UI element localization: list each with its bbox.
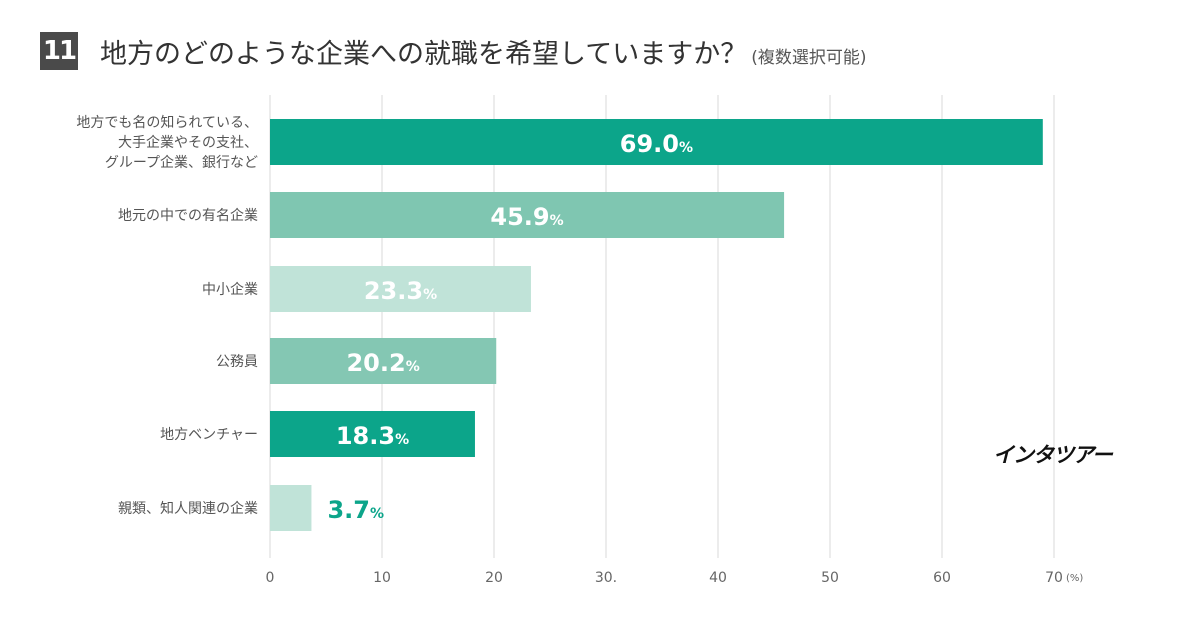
value-label: 23.3% (364, 277, 437, 305)
category-label: 公務員 (216, 354, 258, 370)
category-label: 親類、知人関連の企業 (118, 500, 258, 517)
category-label: 地元の中での有名企業 (118, 207, 258, 224)
question-number-badge: 11 (40, 32, 78, 70)
chart-header: 11 地方のどのような企業への就職を希望していますか？ (複数選択可能) (40, 32, 866, 70)
x-tick-label: 60 (933, 570, 951, 586)
category-label: グループ企業、銀行など (105, 154, 258, 171)
chart-subtitle: (複数選択可能) (751, 47, 867, 68)
value-label: 18.3% (336, 422, 409, 450)
bar (270, 192, 785, 238)
bar (270, 119, 1043, 165)
bar (270, 338, 497, 384)
chart-title: 地方のどのような企業への就職を希望していますか？ (複数選択可能) (100, 32, 866, 71)
x-tick-label: 30. (595, 570, 617, 586)
x-tick-label: 70 (1045, 570, 1063, 586)
x-tick-label: 40 (709, 570, 727, 586)
value-label: 20.2% (346, 349, 419, 377)
x-unit-label: (%) (1066, 573, 1083, 584)
x-tick-label: 10 (373, 570, 391, 586)
bar (270, 485, 312, 531)
category-label: 地方でも名の知られている、 (76, 114, 258, 131)
bar (270, 266, 531, 312)
value-label: 3.7% (327, 496, 384, 524)
value-label: 45.9% (490, 203, 563, 231)
chart-title-text: 地方のどのような企業への就職を希望していますか？ (100, 38, 748, 70)
brand-watermark: インタツアー (993, 443, 1113, 467)
category-label: 中小企業 (202, 281, 258, 298)
x-tick-label: 50 (821, 570, 839, 586)
value-label: 69.0% (620, 130, 693, 158)
x-tick-label: 20 (485, 570, 503, 586)
x-tick-label: 0 (266, 570, 275, 586)
bar (270, 411, 475, 457)
category-label: 地方ベンチャー (160, 427, 258, 443)
category-label: 大手企業やその支社、 (118, 134, 258, 151)
